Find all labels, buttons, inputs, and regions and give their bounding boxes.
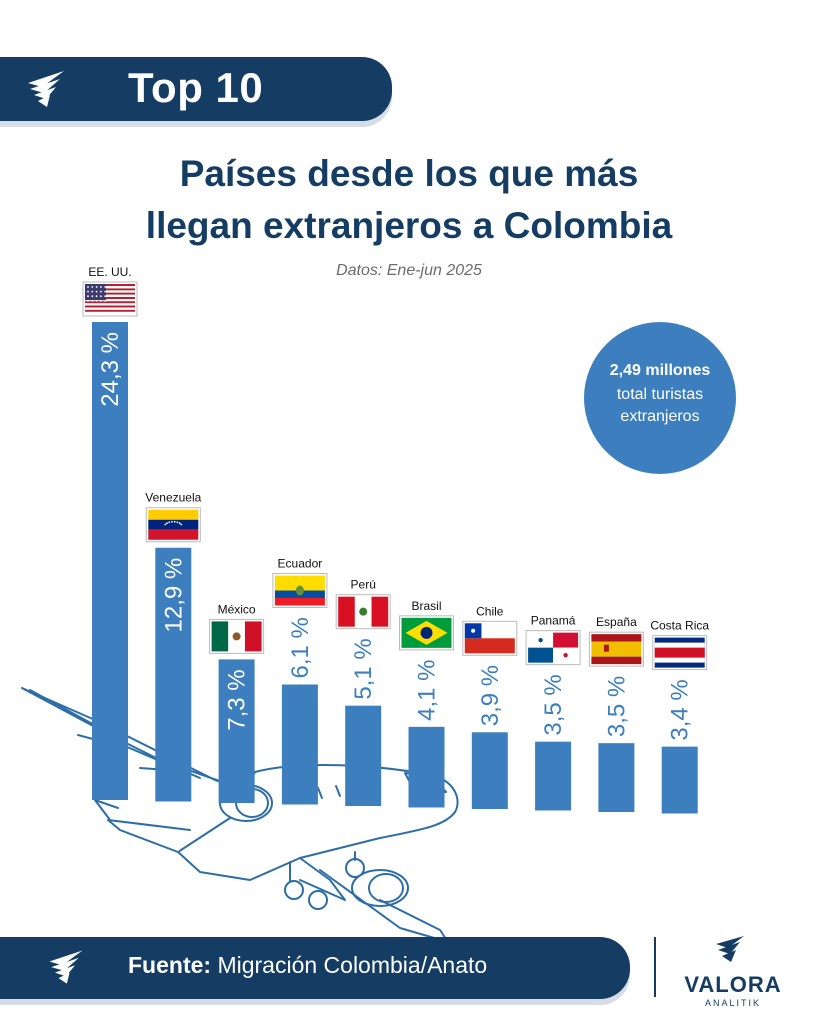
value-label: 12,9 % xyxy=(160,558,187,633)
total-description: total turistas extranjeros xyxy=(584,384,736,428)
bar-costa-rica xyxy=(661,746,698,814)
bar-panama xyxy=(535,741,572,811)
country-label: EE. UU. xyxy=(88,265,131,279)
value-label: 5,1 % xyxy=(350,638,377,699)
source-banner: Fuente: Migración Colombia/Anato xyxy=(0,937,630,1005)
chile-flag-icon xyxy=(462,620,518,656)
bar-us xyxy=(92,322,128,800)
country-label: Chile xyxy=(476,604,504,618)
venezuela-flag-icon xyxy=(145,507,201,543)
country-label: Brasil xyxy=(411,599,441,613)
footer-divider xyxy=(654,937,656,997)
country-label: México xyxy=(218,602,256,616)
valora-brand-icon xyxy=(716,936,744,962)
brand-subtitle: ANALITIK xyxy=(704,998,761,1008)
source-label: Fuente: xyxy=(128,952,212,978)
value-label: 3,5 % xyxy=(540,674,567,735)
country-label: Ecuador xyxy=(278,557,323,571)
country-label: España xyxy=(596,615,637,629)
total-value: 2,49 millones xyxy=(609,362,711,379)
headline-line-2: llegan extranjeros a Colombia xyxy=(145,205,673,246)
value-label: 3,9 % xyxy=(477,665,504,726)
brand-name: VALORA xyxy=(684,972,782,997)
source-text: Fuente: Migración Colombia/Anato xyxy=(128,952,487,979)
country-label: Costa Rica xyxy=(650,619,709,633)
country-label: Panamá xyxy=(531,614,576,628)
total-tourists-badge: 2,49 millones total turistas extranjeros xyxy=(584,322,736,474)
country-label: Perú xyxy=(351,578,376,592)
value-label: 3,4 % xyxy=(667,679,694,740)
value-label: 4,1 % xyxy=(414,659,441,720)
top-banner: Top 10 xyxy=(0,57,392,127)
bar-peru xyxy=(345,705,382,806)
value-label: 3,5 % xyxy=(603,676,630,737)
value-label: 24,3 % xyxy=(97,332,124,407)
total-desc-line-1: total turistas xyxy=(616,386,704,403)
peru-flag-icon xyxy=(335,594,391,630)
bar-brazil xyxy=(408,726,445,808)
subtitle: Datos: Ene-jun 2025 xyxy=(336,262,482,279)
bar-chile xyxy=(471,732,508,809)
value-label: 7,3 % xyxy=(224,669,251,730)
bar-ecuador xyxy=(281,684,318,805)
top-title: Top 10 xyxy=(128,64,264,111)
panama-flag-icon xyxy=(525,630,581,666)
source-value: Migración Colombia/Anato xyxy=(211,952,488,978)
mexico-flag-icon xyxy=(209,618,265,654)
bar-venezuela xyxy=(155,547,192,802)
total-desc-line-2: extranjeros xyxy=(620,408,700,425)
valora-logo-icon xyxy=(28,71,64,107)
brazil-flag-icon xyxy=(399,615,454,651)
value-label: 6,1 % xyxy=(287,617,314,678)
ecuador-flag-icon xyxy=(272,573,328,609)
headline-line-1: Países desde los que más xyxy=(179,153,639,194)
costa-rica-flag-icon xyxy=(652,635,708,671)
bar-mexico xyxy=(218,659,255,803)
country-label: Venezuela xyxy=(145,491,201,505)
valora-logo-icon xyxy=(49,950,83,984)
us-flag-icon xyxy=(82,281,138,317)
bar-spain xyxy=(598,743,635,812)
spain-flag-icon xyxy=(588,631,644,667)
